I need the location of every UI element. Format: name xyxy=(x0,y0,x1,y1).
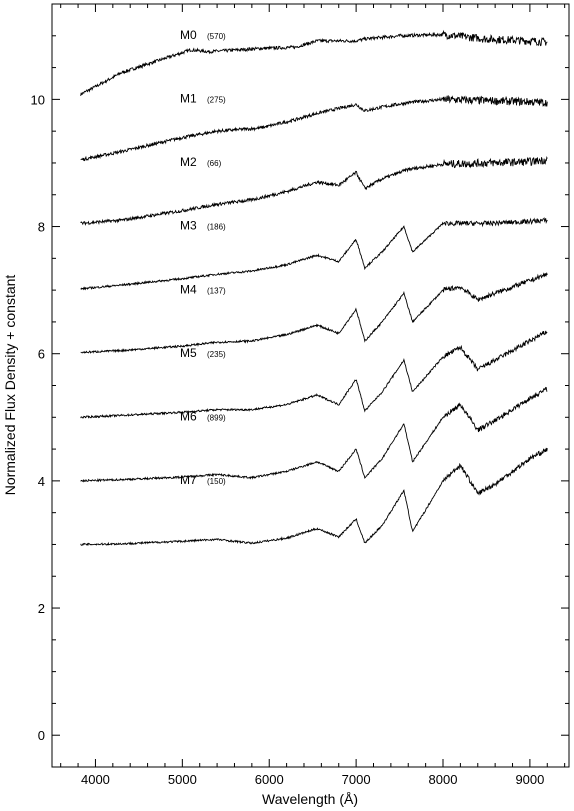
x-axis-title: Wavelength (Å) xyxy=(262,791,358,807)
plot-frame xyxy=(51,3,570,768)
series-count-m4: (137) xyxy=(207,286,226,295)
series-lines xyxy=(80,29,548,547)
series-count-m5: (235) xyxy=(207,350,226,359)
series-name-m0: M0 xyxy=(180,28,197,42)
x-tick-label: 9000 xyxy=(515,772,544,787)
series-count-m6: (899) xyxy=(207,413,226,422)
series-count-m2: (66) xyxy=(207,159,222,168)
series-name-m4: M4 xyxy=(180,282,197,296)
y-tick-label: 4 xyxy=(38,474,45,489)
spectrum-line-m0 xyxy=(80,29,548,96)
series-name-m6: M6 xyxy=(180,409,197,423)
series-count-m0: (570) xyxy=(207,32,226,41)
x-tick-label: 5000 xyxy=(168,772,197,787)
series-count-m3: (186) xyxy=(207,223,226,232)
y-tick-label: 8 xyxy=(38,220,45,235)
series-name-m7: M7 xyxy=(180,473,197,487)
spectrum-line-m3 xyxy=(80,217,548,291)
spectrum-line-m1 xyxy=(80,94,548,162)
x-tick-label: 4000 xyxy=(81,772,110,787)
series-name-m1: M1 xyxy=(180,92,197,106)
x-tick-label: 8000 xyxy=(429,772,458,787)
y-tick-label: 2 xyxy=(38,601,45,616)
series-labels: M0 (570) M1 (275) M2 (66) M3 (186) M4 (137) M5 (235… xyxy=(180,28,226,487)
y-axis-title: Normalized Flux Density + constant xyxy=(2,275,18,496)
x-tick-label: 7000 xyxy=(342,772,371,787)
y-tick-label: 10 xyxy=(31,92,45,107)
series-name-m2: M2 xyxy=(180,155,197,169)
x-tick-label: 6000 xyxy=(255,772,284,787)
spectrum-line-m6 xyxy=(80,386,548,483)
axis-ticks: 4000 5000 6000 7000 8000 9000 0 2 4 6 8 10 xyxy=(31,3,569,787)
spectrum-line-m4 xyxy=(80,271,548,354)
y-tick-label: 0 xyxy=(38,728,45,743)
series-name-m5: M5 xyxy=(180,346,197,360)
spectrum-line-m5 xyxy=(80,330,548,419)
y-tick-label: 6 xyxy=(38,347,45,362)
series-count-m7: (150) xyxy=(207,477,226,486)
series-name-m3: M3 xyxy=(180,219,197,233)
spectrum-line-m7 xyxy=(80,447,548,547)
spectrum-line-m2 xyxy=(80,155,548,226)
series-count-m1: (275) xyxy=(207,96,226,105)
